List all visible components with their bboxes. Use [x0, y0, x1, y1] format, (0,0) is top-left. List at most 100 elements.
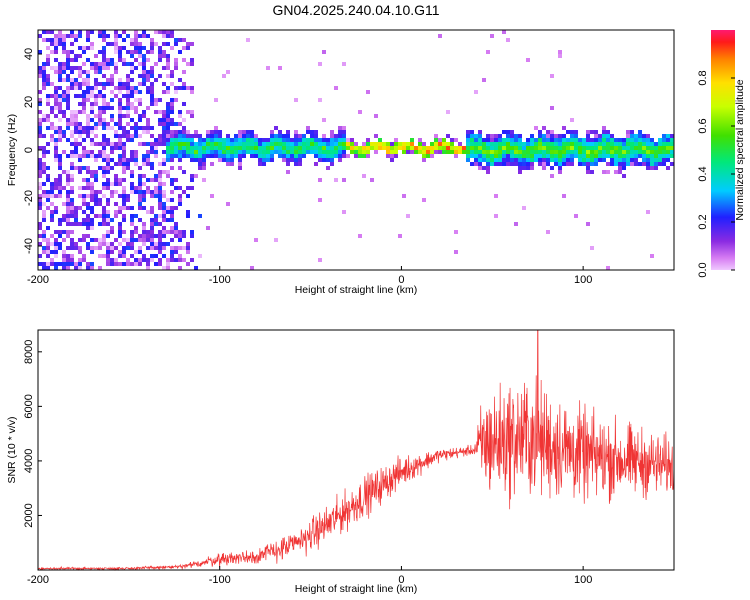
heatmap-cell: [670, 146, 674, 150]
heatmap-cell: [134, 58, 138, 62]
heatmap-cell: [70, 114, 74, 118]
heatmap-cell: [154, 254, 158, 258]
heatmap-cell: [114, 46, 118, 50]
heatmap-cell: [170, 34, 174, 38]
heatmap-cell: [118, 50, 122, 54]
heatmap-cell: [126, 158, 130, 162]
heatmap-cell: [474, 90, 478, 94]
heatmap-cell: [58, 262, 62, 266]
heatmap-cell: [70, 210, 74, 214]
heatmap-cell: [54, 250, 58, 254]
heatmap-cell: [54, 38, 58, 42]
heatmap-cell: [122, 202, 126, 206]
heatmap-cell: [150, 82, 154, 86]
heatmap-cell: [614, 138, 618, 142]
heatmap-cell: [146, 230, 150, 234]
heatmap-cell: [78, 134, 82, 138]
heatmap-cell: [178, 138, 182, 142]
heatmap-cell: [198, 254, 202, 258]
heatmap-cell: [82, 218, 86, 222]
heatmap-cell: [578, 146, 582, 150]
heatmap-cell: [162, 122, 166, 126]
heatmap-cell: [186, 86, 190, 90]
heatmap-cell: [274, 126, 278, 130]
heatmap-cell: [94, 126, 98, 130]
heatmap-cell: [158, 242, 162, 246]
heatmap-cell: [474, 142, 478, 146]
heatmap-cell: [138, 82, 142, 86]
heatmap-cell: [346, 154, 350, 158]
heatmap-cell: [286, 138, 290, 142]
heatmap-cell: [118, 242, 122, 246]
heatmap-cell: [162, 142, 166, 146]
heatmap-cell: [70, 174, 74, 178]
heatmap-cell: [78, 170, 82, 174]
heatmap-cell: [474, 134, 478, 138]
heatmap-cell: [142, 110, 146, 114]
heatmap-cell: [82, 82, 86, 86]
heatmap-cell: [158, 30, 162, 34]
heatmap-cell: [110, 190, 114, 194]
heatmap-cell: [62, 230, 66, 234]
heatmap-cell: [94, 66, 98, 70]
heatmap-cell: [154, 146, 158, 150]
heatmap-cell: [470, 150, 474, 154]
heatmap-cell: [54, 154, 58, 158]
heatmap-cell: [210, 146, 214, 150]
heatmap-cell: [94, 190, 98, 194]
heatmap-cell: [430, 142, 434, 146]
heatmap-cell: [142, 142, 146, 146]
heatmap-cell: [190, 186, 194, 190]
heatmap-cell: [190, 178, 194, 182]
heatmap-cell: [86, 222, 90, 226]
heatmap-cell: [622, 150, 626, 154]
heatmap-cell: [562, 146, 566, 150]
heatmap-cell: [362, 142, 366, 146]
heatmap-cell: [242, 130, 246, 134]
heatmap-cell: [442, 142, 446, 146]
heatmap-cell: [58, 242, 62, 246]
heatmap-cell: [662, 134, 666, 138]
heatmap-cell: [86, 182, 90, 186]
heatmap-cell: [62, 34, 66, 38]
heatmap-cell: [54, 266, 58, 270]
heatmap-cell: [54, 246, 58, 250]
heatmap-cell: [42, 170, 46, 174]
heatmap-cell: [130, 174, 134, 178]
heatmap-cell: [498, 150, 502, 154]
heatmap-cell: [398, 146, 402, 150]
heatmap-cell: [506, 134, 510, 138]
heatmap-cell: [130, 62, 134, 66]
heatmap-cell: [98, 62, 102, 66]
heatmap-cell: [66, 154, 70, 158]
heatmap-cell: [250, 150, 254, 154]
heatmap-cell: [518, 154, 522, 158]
heatmap-cell: [122, 82, 126, 86]
heatmap-cell: [618, 162, 622, 166]
heatmap-cell: [38, 186, 42, 190]
heatmap-cell: [50, 194, 54, 198]
heatmap-cell: [614, 162, 618, 166]
heatmap-cell: [202, 146, 206, 150]
heatmap-cell: [342, 134, 346, 138]
heatmap-cell: [166, 126, 170, 130]
heatmap-cell: [226, 158, 230, 162]
heatmap-cell: [558, 146, 562, 150]
heatmap-cell: [122, 150, 126, 154]
heatmap-cell: [378, 138, 382, 142]
heatmap-cell: [322, 138, 326, 142]
heatmap-cell: [302, 134, 306, 138]
heatmap-cell: [70, 142, 74, 146]
heatmap-cell: [622, 166, 626, 170]
heatmap-cell: [66, 102, 70, 106]
heatmap-cell: [46, 78, 50, 82]
heatmap-cell: [138, 238, 142, 242]
heatmap-cell: [502, 146, 506, 150]
heatmap-cell: [590, 162, 594, 166]
heatmap-cell: [286, 162, 290, 166]
heatmap-cell: [154, 110, 158, 114]
y-tick-label: 8000: [23, 340, 35, 364]
heatmap-cell: [46, 266, 50, 270]
heatmap-cell: [434, 146, 438, 150]
heatmap-cell: [286, 154, 290, 158]
